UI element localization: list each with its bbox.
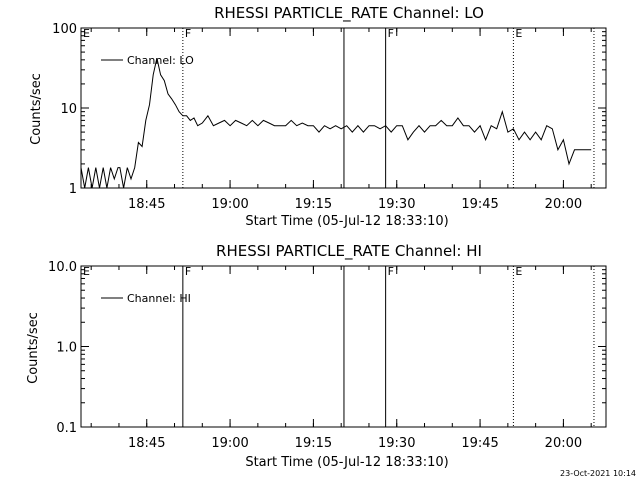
hi-y-tick-label: 1.0 <box>56 341 77 356</box>
hi-channel-panel: RHESSI PARTICLE_RATE Channel: HI Start T… <box>26 242 607 470</box>
lo-event-marker-label: E <box>515 27 522 40</box>
hi-event-marker-label: F <box>388 265 394 278</box>
timestamp: 23-Oct-2021 10:14 <box>560 469 636 478</box>
hi-legend-label: Channel: HI <box>127 292 191 305</box>
lo-legend-label: Channel: LO <box>127 54 194 67</box>
lo-chart-title: RHESSI PARTICLE_RATE Channel: LO <box>214 4 484 23</box>
lo-x-tick-label: 19:45 <box>461 197 498 212</box>
hi-x-tick-label: 19:30 <box>378 436 415 451</box>
lo-x-tick-label: 18:45 <box>128 197 165 212</box>
lo-channel-panel: RHESSI PARTICLE_RATE Channel: LO Start T… <box>29 4 607 229</box>
lo-series-line <box>80 57 592 189</box>
hi-x-axis-label: Start Time (05-Jul-12 18:33:10) <box>245 455 448 470</box>
lo-y-tick-label: 100 <box>52 22 77 37</box>
lo-x-tick-label: 19:00 <box>211 197 248 212</box>
hi-x-tick-label: 19:00 <box>211 436 248 451</box>
hi-x-tick-label: 19:15 <box>295 436 332 451</box>
lo-event-marker-label: E <box>83 27 90 40</box>
lo-y-tick-label: 1 <box>69 182 77 197</box>
lo-x-tick-label: 19:30 <box>378 197 415 212</box>
lo-y-tick-label: 10 <box>60 102 77 117</box>
lo-x-axis-label: Start Time (05-Jul-12 18:33:10) <box>245 214 448 229</box>
hi-y-tick-label: 0.1 <box>56 421 77 436</box>
hi-y-tick-label: 10.0 <box>48 260 77 275</box>
lo-x-tick-label: 20:00 <box>545 197 582 212</box>
lo-event-marker-label: F <box>185 27 191 40</box>
hi-x-tick-label: 19:45 <box>461 436 498 451</box>
lo-x-tick-label: 19:15 <box>295 197 332 212</box>
hi-event-marker-label: F <box>185 265 191 278</box>
hi-x-tick-label: 18:45 <box>128 436 165 451</box>
hi-y-axis-label: Counts/sec <box>26 312 41 384</box>
lo-y-axis-label: Counts/sec <box>29 73 44 145</box>
hi-event-marker-label: E <box>83 265 90 278</box>
hi-event-marker-label: E <box>515 265 522 278</box>
hi-chart-title: RHESSI PARTICLE_RATE Channel: HI <box>216 242 482 261</box>
lo-event-marker-label: F <box>388 27 394 40</box>
hi-x-tick-label: 20:00 <box>545 436 582 451</box>
